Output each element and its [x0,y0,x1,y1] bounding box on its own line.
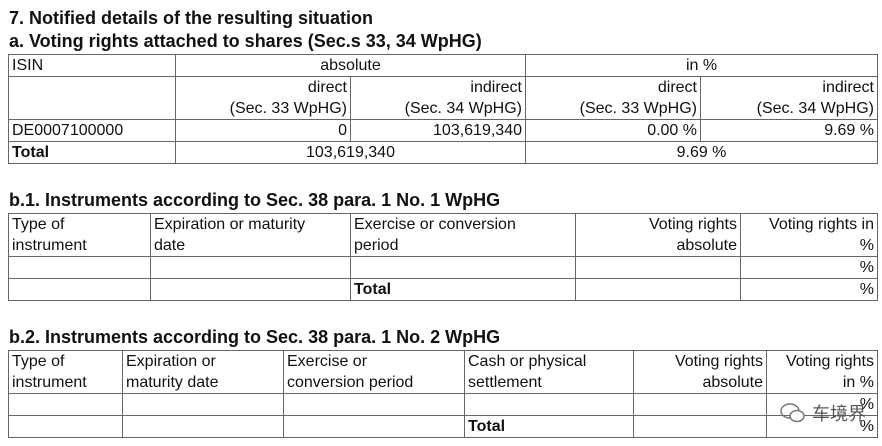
table-row: ISIN absolute in % [8,54,878,77]
section-title: a. Voting rights attached to shares (Sec… [9,31,482,51]
table-cell: % [740,278,878,301]
cell-line: maturity date [126,374,219,391]
cell-line: Type of [12,216,65,233]
table-cell [122,393,284,416]
table-cell [8,278,151,301]
table-row: % [8,256,878,279]
table-cell [8,415,123,438]
table-row: DE0007100000 0 103,619,340 0.00 % 9.69 % [8,119,878,142]
table-row: direct (Sec. 33 WpHG) indirect (Sec. 34 WpH… [8,76,878,120]
cell-line: instrument [12,374,87,391]
table-row: Total % [8,278,878,301]
table-cell: absolute [175,54,526,77]
table-cell: direct (Sec. 33 WpHG) [525,76,701,120]
table-cell: Exercise or conversion period [283,350,465,394]
cell-line: conversion period [287,374,414,391]
table-cell: indirect (Sec. 34 WpHG) [700,76,878,120]
table-cell: 0 [175,119,351,142]
watermark: 车境界 [780,400,866,426]
table-cell [150,256,351,279]
cell-line: Exercise or [287,353,368,370]
cell-line: (Sec. 33 WpHG) [229,100,347,117]
heading: 7. Notified details of the resulting sit… [9,8,374,28]
table-cell: DE0007100000 [8,119,176,142]
cell-line: (Sec. 34 WpHG) [404,100,522,117]
instruments-table: Type of instrument Expiration or maturity d… [8,213,878,301]
voting-rights-table: ISIN absolute in % direct (Sec. 33 WpHG) ind… [8,54,878,164]
cell-line: (Sec. 33 WpHG) [579,100,697,117]
section-title: b.2. Instruments according to Sec. 38 pa… [9,327,501,347]
cell-line: indirect [822,79,874,96]
table-cell: 103,619,340 [175,141,526,164]
cell-line: instrument [12,237,87,254]
table-cell [633,415,767,438]
cell-line: Voting rights [674,353,763,370]
cell-line: Voting rights [785,353,874,370]
cell-line: % [859,237,874,254]
table-cell: 0.00 % [525,119,701,142]
table-cell: direct (Sec. 33 WpHG) [175,76,351,120]
table-cell [283,415,465,438]
table-cell: indirect (Sec. 34 WpHG) [350,76,526,120]
cell-line: direct [307,79,347,96]
cell-line: (Sec. 34 WpHG) [756,100,874,117]
table-row: Total 103,619,340 9.69 % [8,141,878,164]
table-cell: ISIN [8,54,176,77]
table-cell: Type of instrument [8,350,123,394]
table-cell [122,415,284,438]
cell-line: Type of [12,353,65,370]
table-cell: Expiration or maturity date [122,350,284,394]
table-cell [633,393,767,416]
cell-line: Cash or physical [468,353,587,370]
table-cell [8,76,176,120]
section-title: b.1. Instruments according to Sec. 38 pa… [9,190,501,210]
table-cell: Expiration or maturity date [150,213,351,257]
table-row: % [8,393,878,416]
table-row: Type of instrument Expiration or maturity d… [8,213,878,257]
cell-line: absolute [676,237,738,254]
cell-line: Exercise or conversion [354,216,516,233]
cell-line: absolute [702,374,764,391]
table-cell: Total [464,415,634,438]
cell-line: direct [657,79,697,96]
table-cell: Type of instrument [8,213,151,257]
table-cell [150,278,351,301]
table-cell: 9.69 % [525,141,878,164]
cell-line: Voting rights [648,216,737,233]
cell-line: indirect [470,79,522,96]
table-row: Total % [8,415,878,438]
table-cell: Voting rights in % [766,350,878,394]
table-cell [350,256,576,279]
table-cell: Total [350,278,576,301]
table-cell: 103,619,340 [350,119,526,142]
watermark-text: 车境界 [812,404,866,424]
cell-line: in % [842,374,874,391]
table-cell: in % [525,54,878,77]
table-cell: Voting rights in% [740,213,878,257]
cell-line: Expiration or maturity [154,216,306,233]
cell-line: period [354,237,399,254]
table-cell [464,393,634,416]
table-cell [575,278,741,301]
cell-line: date [154,237,186,254]
table-cell: 9.69 % [700,119,878,142]
table-cell: Cash or physical settlement [464,350,634,394]
table-cell [283,393,465,416]
table-cell [8,393,123,416]
table-row: Type of instrument Expiration or maturity d… [8,350,878,394]
cell-line: Voting rights in [769,216,874,233]
table-cell: Voting rights absolute [575,213,741,257]
cell-line: Expiration or [126,353,216,370]
table-cell: % [740,256,878,279]
cell-line: settlement [468,374,542,391]
table-cell [8,256,151,279]
wechat-icon [780,403,805,423]
table-cell: Total [8,141,176,164]
table-cell [575,256,741,279]
instruments-table: Type of instrument Expiration or maturity d… [8,350,878,438]
table-cell: Voting rights absolute [633,350,767,394]
table-cell: Exercise or conversion period [350,213,576,257]
